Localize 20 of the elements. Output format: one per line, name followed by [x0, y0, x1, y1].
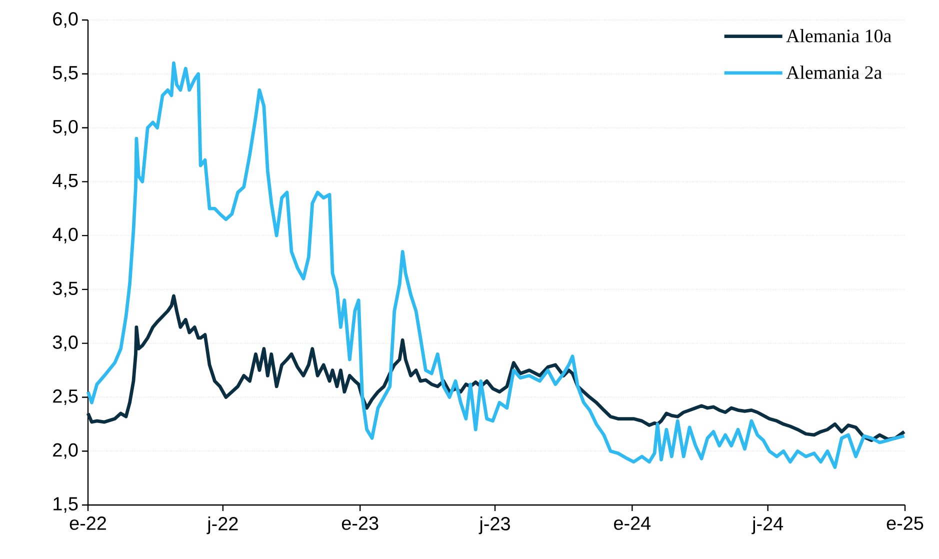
legend-label: Alemania 2a — [786, 66, 882, 79]
y-tick-label: 4,5 — [52, 174, 78, 190]
legend-label: Alemania 10a — [786, 29, 892, 42]
y-tick-label: 6,0 — [53, 12, 78, 28]
y-tick-label: 2,0 — [53, 443, 78, 459]
x-tick-label: j-22 — [206, 516, 238, 534]
y-tick-label: 5,0 — [52, 120, 78, 136]
x-tick-label: j-23 — [478, 516, 510, 534]
x-tick-label: j-24 — [752, 516, 784, 534]
y-tick-label: 3,0 — [52, 336, 78, 352]
x-tick-label: e-25 — [886, 516, 924, 530]
x-tick-label: e-23 — [342, 516, 378, 530]
y-tick-label: 3,5 — [52, 282, 78, 298]
y-tick-label: 4,0 — [52, 228, 78, 244]
y-tick-label: 5,5 — [52, 66, 78, 82]
y-tick-label: 1,5 — [54, 497, 78, 513]
y-tick-label: 2,5 — [53, 389, 78, 406]
x-tick-label: e-24 — [614, 516, 651, 530]
x-tick-label: e-22 — [70, 516, 106, 530]
line-series — [86, 61, 906, 469]
